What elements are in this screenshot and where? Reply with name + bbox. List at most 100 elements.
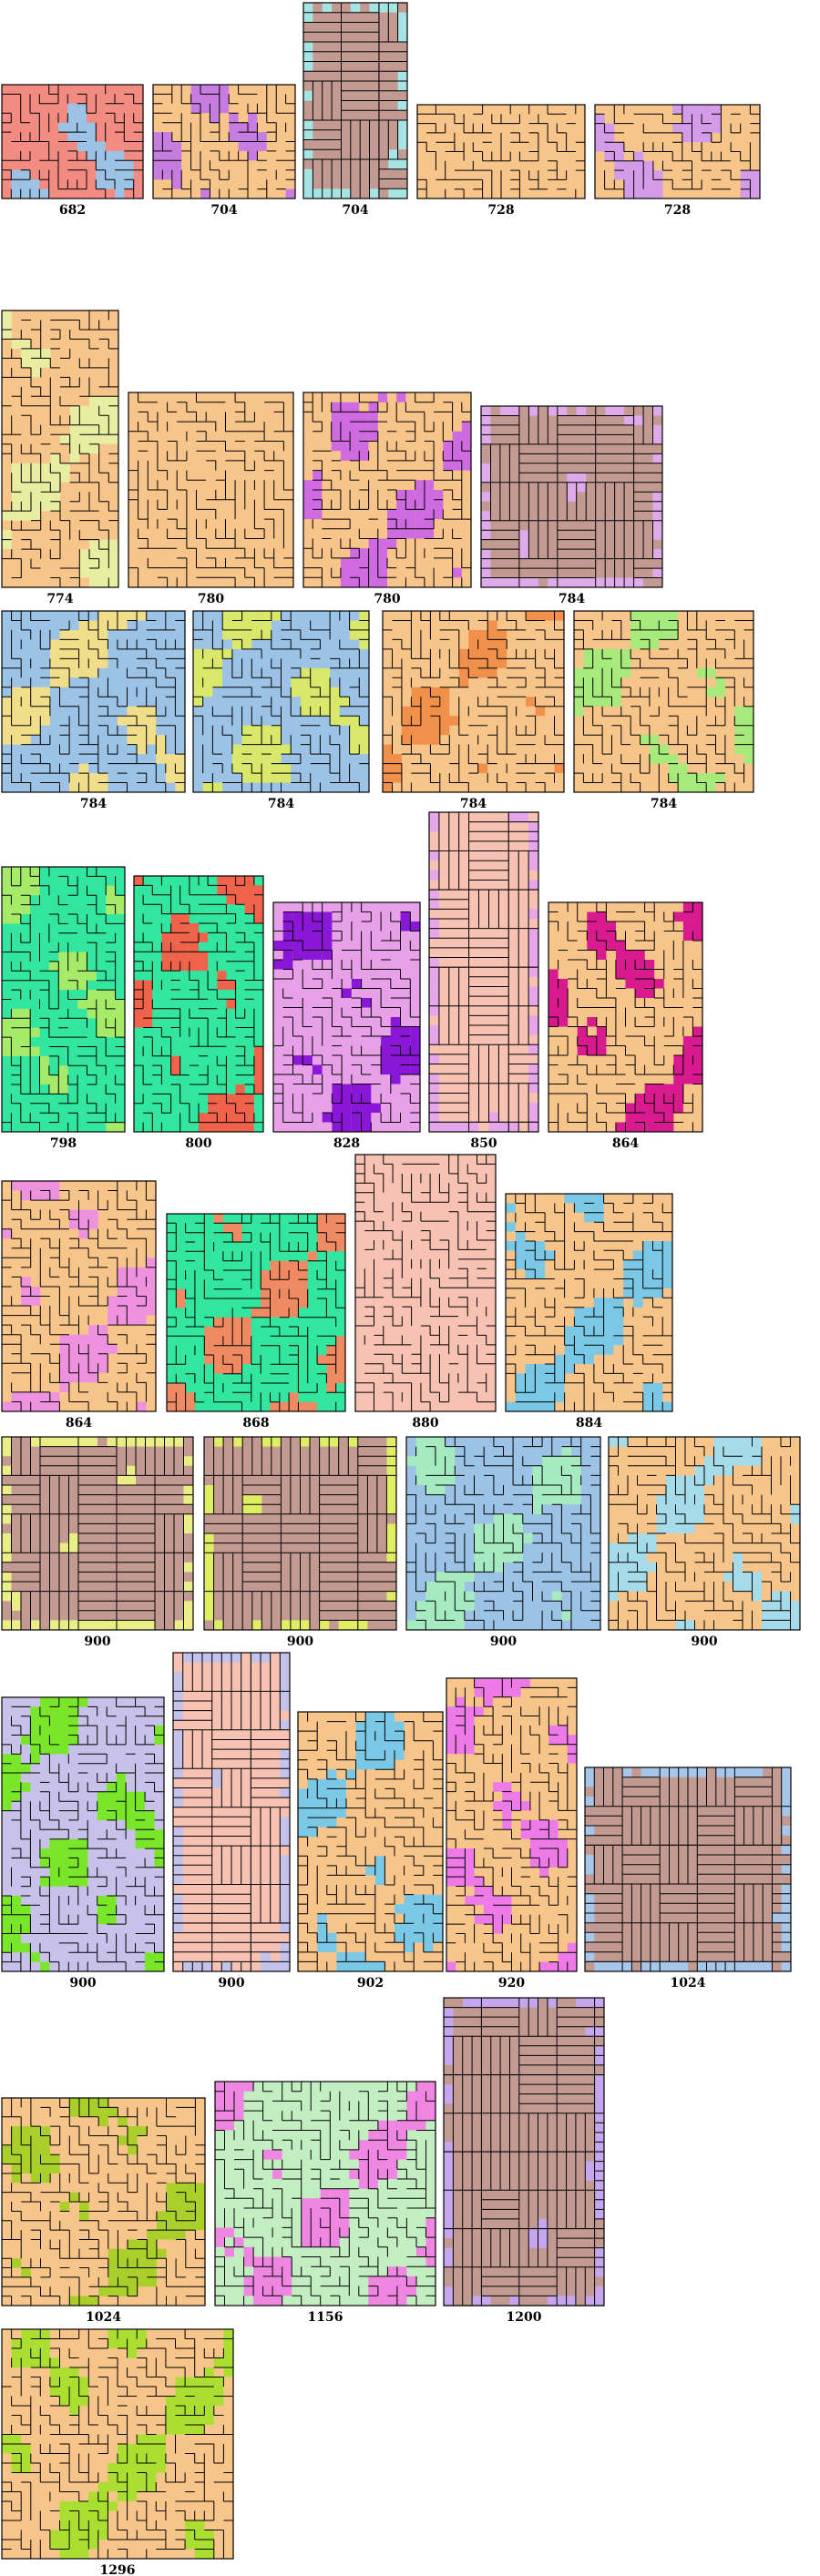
- tiling-panel: 884: [505, 1193, 673, 1431]
- panel-frame: [214, 2081, 436, 2306]
- tiling-panel: 1296: [1, 2328, 234, 2576]
- panel-frame: [152, 84, 296, 199]
- panel-label: 900: [84, 1634, 110, 1649]
- accent-region: [215, 2082, 436, 2306]
- panel-frame: [443, 1997, 605, 2306]
- panel-label: 774: [46, 592, 73, 606]
- tiling-panel: 774: [1, 310, 119, 606]
- panel-label: 900: [287, 1634, 313, 1649]
- tiling-panel: 780: [128, 392, 294, 606]
- panel-label: 1156: [308, 2310, 343, 2325]
- tiling-panel: 682: [1, 84, 144, 218]
- tiling-panel: 784: [382, 610, 565, 811]
- accent-region: [2, 2098, 205, 2306]
- tiling-panel: 900: [405, 1436, 601, 1649]
- panel-frame: [203, 1436, 397, 1631]
- panel-label: 864: [66, 1416, 92, 1431]
- panel-frame: [192, 610, 370, 793]
- panel-label: 784: [460, 797, 487, 811]
- accent-region: [383, 611, 564, 792]
- panel-label: 1296: [100, 2563, 136, 2576]
- panel-frame: [480, 405, 663, 588]
- accent-region: [167, 1214, 345, 1411]
- panel-label: 800: [185, 1136, 211, 1151]
- panel-frame: [573, 610, 754, 793]
- panel-label: 798: [50, 1136, 77, 1151]
- panel-frame: [172, 1652, 291, 1972]
- tiling-panel: 728: [416, 104, 586, 218]
- panel-frame: [1, 2097, 206, 2306]
- tiling-panel: 828: [272, 901, 421, 1151]
- accent-region: [595, 105, 760, 199]
- panel-frame: [1, 84, 144, 199]
- panel-label: 728: [487, 203, 514, 218]
- accent-region: [298, 1712, 443, 1971]
- panel-label: 868: [242, 1416, 269, 1431]
- panel-label: 902: [357, 1976, 384, 1991]
- tiling-panel: 704: [302, 2, 408, 218]
- tiling-panel: 1200: [443, 1997, 605, 2325]
- panel-label: 920: [498, 1976, 525, 1991]
- tiling-panel: 780: [302, 392, 472, 606]
- tiling-panel: 784: [192, 610, 370, 811]
- tiling-panel: 900: [203, 1436, 397, 1649]
- panel-frame: [594, 104, 761, 199]
- tiling-panel: 784: [480, 405, 663, 606]
- panel-label: 864: [612, 1136, 639, 1151]
- tiling-panel: 1156: [214, 2081, 436, 2325]
- panel-label: 828: [333, 1136, 360, 1151]
- panel-background: [429, 812, 538, 1132]
- tiling-panel: 784: [1, 610, 186, 811]
- tiling-panel: 798: [1, 866, 126, 1151]
- panel-label: 880: [412, 1416, 438, 1431]
- tiling-panel: 850: [428, 811, 539, 1151]
- panel-label: 682: [59, 203, 86, 218]
- panel-label: 704: [342, 203, 368, 218]
- accent-region: [2, 311, 118, 587]
- panel-frame: [297, 1711, 444, 1972]
- tiling-panel: 900: [1, 1696, 165, 1991]
- accent-region: [2, 867, 125, 1132]
- panel-label: 784: [268, 797, 294, 811]
- panel-label: 1200: [507, 2310, 542, 2325]
- accent-region: [444, 1998, 604, 2306]
- tiling-panel: 704: [152, 84, 296, 218]
- panel-frame: [302, 2, 408, 199]
- piece-boundaries: [382, 610, 564, 792]
- panel-frame: [1, 1696, 165, 1972]
- piece-boundaries: [1, 1436, 194, 1631]
- panel-label: 780: [198, 592, 224, 606]
- accent-region: [481, 406, 662, 587]
- panel-frame: [128, 392, 294, 588]
- panel-frame: [428, 811, 539, 1133]
- panel-frame: [1, 866, 126, 1133]
- accent-region: [446, 1678, 577, 1971]
- panel-background: [355, 1155, 496, 1411]
- panel-frame: [302, 392, 472, 588]
- panel-label: 900: [691, 1634, 717, 1649]
- panel-frame: [1, 310, 119, 588]
- accent-region: [574, 611, 753, 792]
- panel-frame: [133, 875, 264, 1133]
- panel-frame: [1, 1436, 194, 1631]
- panel-label: 1024: [86, 2310, 121, 2325]
- accent-region: [2, 611, 185, 792]
- tiling-panel: 864: [1, 1180, 157, 1431]
- panel-label: 780: [374, 592, 400, 606]
- panel-label: 784: [559, 592, 585, 606]
- panel-frame: [608, 1436, 801, 1631]
- panel-label: 728: [664, 203, 691, 218]
- tiling-panel: 1024: [584, 1767, 792, 1991]
- panel-frame: [548, 901, 703, 1133]
- panel-frame: [354, 1154, 497, 1412]
- panel-frame: [166, 1213, 346, 1412]
- panel-label: 900: [69, 1976, 96, 1991]
- panel-label: 900: [490, 1634, 517, 1649]
- accent-region: [193, 611, 369, 792]
- panel-frame: [1, 1180, 157, 1412]
- tiling-panel: 864: [548, 901, 703, 1151]
- panel-frame: [382, 610, 565, 793]
- tiling-panel: 900: [172, 1652, 291, 1991]
- accent-region: [11, 103, 134, 199]
